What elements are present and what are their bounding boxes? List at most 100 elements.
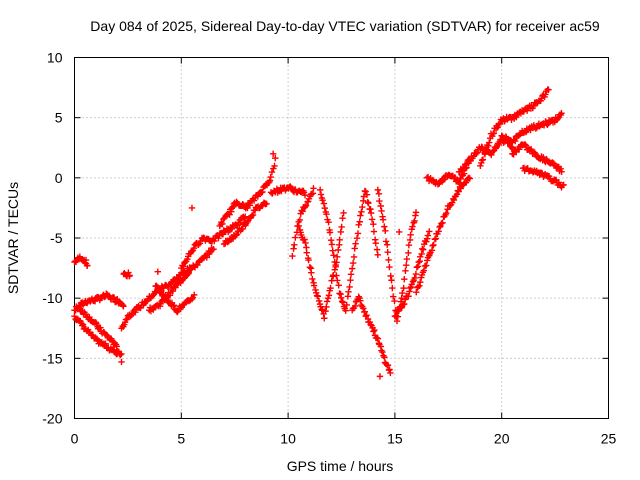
data-point	[172, 284, 179, 291]
data-point	[405, 241, 413, 249]
data-point	[395, 228, 403, 236]
data-point	[149, 292, 157, 299]
data-point	[308, 269, 315, 276]
x-axis-label: GPS time / hours	[287, 458, 394, 474]
data-point	[333, 272, 340, 279]
data-point	[413, 288, 420, 296]
data-point	[246, 202, 254, 209]
data-point	[191, 291, 198, 299]
data-point	[417, 253, 424, 261]
data-point	[219, 220, 226, 228]
data-point	[117, 351, 124, 359]
data-point	[322, 307, 329, 315]
data-point	[521, 141, 529, 148]
data-point	[363, 312, 370, 319]
data-point	[336, 236, 343, 244]
data-point	[412, 270, 420, 278]
data-point	[350, 253, 358, 261]
data-point	[346, 283, 353, 291]
data-point	[326, 229, 334, 236]
data-point	[291, 241, 298, 249]
data-point	[296, 216, 304, 224]
data-point	[374, 186, 382, 194]
y-tick-label: -5	[50, 230, 63, 246]
data-point	[384, 241, 391, 248]
data-point	[457, 185, 464, 192]
y-tick-label: -15	[42, 350, 62, 366]
data-point	[243, 203, 250, 210]
data-point	[399, 289, 406, 297]
data-point	[357, 297, 364, 304]
data-point	[423, 238, 430, 245]
data-point	[365, 199, 372, 207]
data-point	[401, 300, 408, 308]
data-point	[299, 208, 306, 215]
data-point	[368, 216, 376, 223]
data-point	[180, 275, 188, 282]
data-point	[185, 269, 192, 276]
data-point	[330, 252, 337, 259]
data-point	[419, 246, 427, 253]
data-point	[376, 197, 383, 205]
data-point	[485, 139, 493, 146]
data-point	[348, 265, 356, 272]
data-point	[354, 230, 362, 237]
data-point	[323, 210, 330, 218]
data-point	[403, 255, 410, 263]
data-point	[414, 263, 422, 270]
data-point	[269, 150, 277, 157]
data-point	[542, 91, 549, 98]
data-point	[93, 335, 101, 342]
data-point	[132, 308, 139, 316]
data-point	[479, 156, 487, 163]
data-point	[375, 190, 383, 198]
data-point	[233, 231, 241, 238]
data-point	[360, 305, 367, 312]
data-point	[373, 334, 381, 342]
data-point	[339, 215, 346, 222]
data-point	[412, 209, 420, 216]
data-point	[439, 219, 446, 227]
data-point	[440, 176, 447, 184]
data-point	[313, 289, 320, 296]
data-point	[423, 235, 431, 242]
data-point	[295, 222, 302, 230]
data-point	[558, 110, 565, 117]
data-point	[490, 129, 498, 137]
data-point	[126, 272, 133, 279]
data-point	[560, 181, 567, 189]
data-point	[540, 154, 547, 161]
data-point	[393, 317, 401, 325]
data-point	[118, 350, 125, 358]
data-point	[370, 220, 377, 228]
data-point	[420, 267, 428, 274]
data-point	[169, 303, 177, 310]
data-point	[327, 284, 334, 292]
data-point	[125, 269, 132, 276]
data-point	[327, 236, 335, 244]
data-point	[443, 210, 450, 217]
data-point	[232, 232, 240, 239]
y-tick-label: 0	[55, 170, 63, 186]
data-point	[303, 249, 310, 256]
data-point	[340, 209, 347, 217]
data-point	[305, 256, 312, 264]
data-point	[545, 172, 553, 180]
data-point	[351, 245, 358, 252]
data-point	[359, 203, 366, 211]
data-point	[248, 212, 256, 219]
data-point	[336, 290, 343, 297]
data-point	[376, 373, 384, 380]
data-point	[347, 271, 355, 278]
data-point	[515, 146, 523, 153]
data-point	[422, 262, 430, 269]
data-point	[249, 211, 257, 219]
data-point	[382, 227, 389, 235]
data-point	[195, 241, 202, 248]
data-point	[337, 294, 345, 302]
data-point	[370, 328, 377, 335]
data-point	[102, 340, 109, 347]
data-point	[306, 263, 314, 271]
data-point	[522, 142, 530, 149]
data-point	[419, 245, 426, 253]
